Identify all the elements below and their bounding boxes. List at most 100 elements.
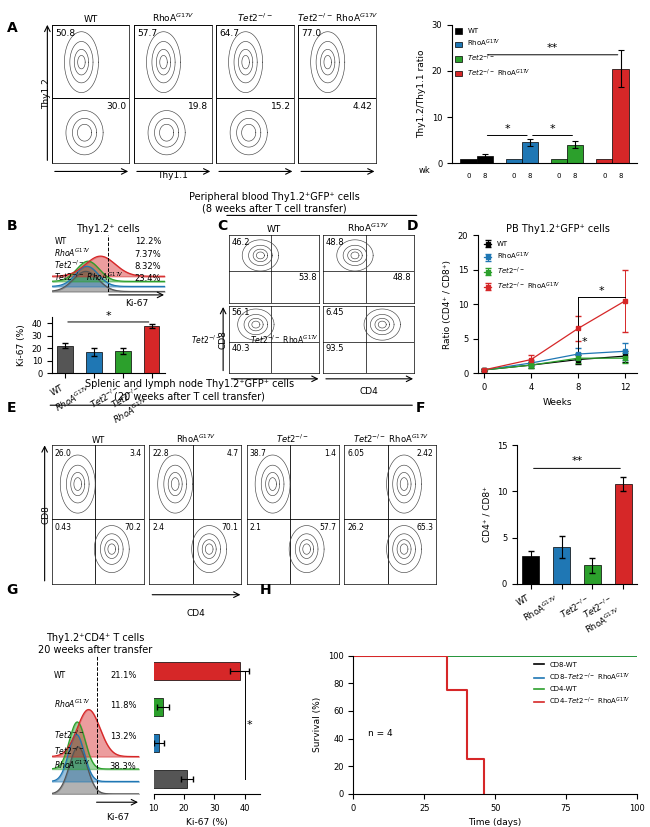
Text: 26.0: 26.0	[55, 450, 72, 458]
Legend: WT, RhoA$^{G17V}$, $Tet2^{-/-}$, $Tet2^{-/-}$ RhoA$^{G17V}$: WT, RhoA$^{G17V}$, $Tet2^{-/-}$, $Tet2^{…	[456, 28, 530, 79]
Bar	[476, 156, 493, 163]
Text: 21.1%: 21.1%	[110, 671, 136, 680]
Text: $Tet2^{-/-}$ $RhoA^{G17V}$: $Tet2^{-/-}$ $RhoA^{G17V}$	[54, 271, 124, 284]
Y-axis label: Thy1.2/Thy1.1 ratio: Thy1.2/Thy1.1 ratio	[417, 50, 426, 138]
Text: **: **	[547, 43, 558, 54]
Y-axis label: Survival (%): Survival (%)	[313, 697, 322, 753]
Text: 26.2: 26.2	[347, 523, 364, 532]
Text: 11.8%: 11.8%	[110, 701, 136, 710]
Bar	[57, 346, 73, 374]
Bar	[144, 326, 159, 374]
Text: $Tet2^{-/-}$ RhoA$^{G17V}$: $Tet2^{-/-}$ RhoA$^{G17V}$	[250, 333, 318, 346]
Text: H: H	[260, 583, 272, 597]
Text: 70.2: 70.2	[124, 523, 141, 532]
Text: D: D	[406, 219, 418, 233]
Text: 48.8: 48.8	[393, 273, 411, 282]
Bar	[216, 98, 294, 163]
Text: 22.8: 22.8	[152, 450, 169, 458]
Text: $RhoA^{G17V}$: $RhoA^{G17V}$	[54, 246, 91, 259]
Text: $Tet2^{-/-}$
$RhoA^{G17V}$: $Tet2^{-/-}$ $RhoA^{G17V}$	[54, 744, 90, 771]
CD4–$Tet2^{-/-}$ RhoA$^{G17V}$	[350, 651, 358, 661]
CD4–$Tet2^{-/-}$ RhoA$^{G17V}$	[463, 754, 471, 764]
Text: *: *	[599, 286, 604, 296]
X-axis label: Time (days): Time (days)	[469, 818, 522, 827]
Text: 53.8: 53.8	[298, 273, 317, 282]
Bar	[86, 352, 102, 374]
Text: 19.8: 19.8	[188, 103, 209, 112]
Text: 7.37%: 7.37%	[135, 250, 161, 259]
Bar	[615, 484, 632, 584]
Text: 6.05: 6.05	[347, 450, 364, 458]
Text: WT: WT	[54, 671, 66, 680]
Bar	[298, 25, 376, 98]
Text: CD4: CD4	[186, 609, 205, 618]
Text: 50.8: 50.8	[55, 29, 75, 38]
Text: 2.4: 2.4	[152, 523, 164, 532]
Text: WT: WT	[54, 237, 66, 246]
Text: CD4: CD4	[359, 387, 378, 396]
Text: 12.2%: 12.2%	[135, 237, 161, 246]
Text: Ki-67: Ki-67	[125, 299, 148, 308]
Text: *: *	[550, 124, 555, 134]
Text: 38.3%: 38.3%	[110, 762, 136, 771]
Text: wk: wk	[419, 166, 430, 174]
Bar	[612, 69, 629, 163]
Bar	[567, 145, 583, 163]
Title: RhoA$^{G17V}$: RhoA$^{G17V}$	[176, 433, 215, 445]
Text: 1.4: 1.4	[324, 450, 336, 458]
Text: G: G	[6, 583, 18, 597]
Title: $Tet2^{-/-}$ RhoA$^{G17V}$: $Tet2^{-/-}$ RhoA$^{G17V}$	[352, 433, 428, 445]
Text: 57.7: 57.7	[137, 29, 157, 38]
Bar	[216, 25, 294, 98]
Text: n = 4: n = 4	[367, 729, 392, 738]
Text: 93.5: 93.5	[326, 343, 344, 352]
Text: 0.43: 0.43	[55, 523, 72, 532]
Text: B: B	[6, 219, 17, 233]
X-axis label: Weeks: Weeks	[543, 398, 572, 407]
Text: 56.1: 56.1	[231, 308, 250, 318]
Text: 57.7: 57.7	[319, 523, 336, 532]
Legend: WT, RhoA$^{G17V}$, $Tet2^{-/-}$, $Tet2^{-/-}$ RhoA$^{G17V}$: WT, RhoA$^{G17V}$, $Tet2^{-/-}$, $Tet2^{…	[482, 238, 563, 294]
Text: 38.7: 38.7	[250, 450, 266, 458]
Text: 13.2%: 13.2%	[110, 732, 136, 741]
Title: $Tet2^{-/-}$ RhoA$^{G17V}$: $Tet2^{-/-}$ RhoA$^{G17V}$	[296, 12, 378, 24]
Text: A: A	[6, 21, 18, 35]
Bar	[115, 351, 131, 374]
Bar	[584, 565, 601, 584]
Bar	[123, 770, 187, 787]
Y-axis label: Thy1.2: Thy1.2	[42, 79, 51, 109]
Text: 2.42: 2.42	[417, 450, 434, 458]
Text: 64.7: 64.7	[219, 29, 239, 38]
Bar	[522, 142, 538, 163]
X-axis label: Thy1.1: Thy1.1	[157, 171, 188, 180]
Text: *: *	[504, 124, 510, 134]
Bar	[553, 547, 570, 584]
X-axis label: Ki-67 (%): Ki-67 (%)	[186, 818, 227, 827]
Title: PB Thy1.2⁺GFP⁺ cells: PB Thy1.2⁺GFP⁺ cells	[506, 224, 610, 234]
CD4–$Tet2^{-/-}$ RhoA$^{G17V}$	[443, 651, 451, 661]
Text: 8.32%: 8.32%	[135, 262, 161, 271]
Bar	[123, 662, 240, 680]
Title: RhoA$^{G17V}$: RhoA$^{G17V}$	[151, 12, 194, 24]
Text: F: F	[416, 401, 426, 415]
Bar	[52, 98, 129, 163]
Text: 46.2: 46.2	[231, 238, 250, 246]
Title: WT: WT	[92, 436, 105, 445]
Y-axis label: Ki-67 (%): Ki-67 (%)	[17, 324, 26, 366]
CD4–$Tet2^{-/-}$ RhoA$^{G17V}$	[463, 686, 471, 696]
Text: $RhoA^{G17V}$: $RhoA^{G17V}$	[54, 698, 90, 710]
Line: CD4–$Tet2^{-/-}$ RhoA$^{G17V}$: CD4–$Tet2^{-/-}$ RhoA$^{G17V}$	[354, 656, 484, 794]
CD4–$Tet2^{-/-}$ RhoA$^{G17V}$	[480, 754, 488, 764]
Title: WT: WT	[267, 225, 281, 234]
Bar	[551, 159, 567, 163]
Bar	[460, 159, 476, 163]
Text: 4.42: 4.42	[353, 103, 372, 112]
Text: *: *	[246, 719, 252, 729]
Bar	[123, 734, 159, 752]
Text: 48.8: 48.8	[326, 238, 344, 246]
Title: Thy1.2⁺ cells: Thy1.2⁺ cells	[77, 224, 140, 234]
CD4–$Tet2^{-/-}$ RhoA$^{G17V}$	[443, 686, 451, 696]
Bar	[523, 556, 540, 584]
Text: E: E	[6, 401, 16, 415]
Legend: CD8-WT, CD8–$Tet2^{-/-}$ RhoA$^{G17V}$, CD4-WT, CD4–$Tet2^{-/-}$ RhoA$^{G17V}$: CD8-WT, CD8–$Tet2^{-/-}$ RhoA$^{G17V}$, …	[531, 659, 634, 710]
